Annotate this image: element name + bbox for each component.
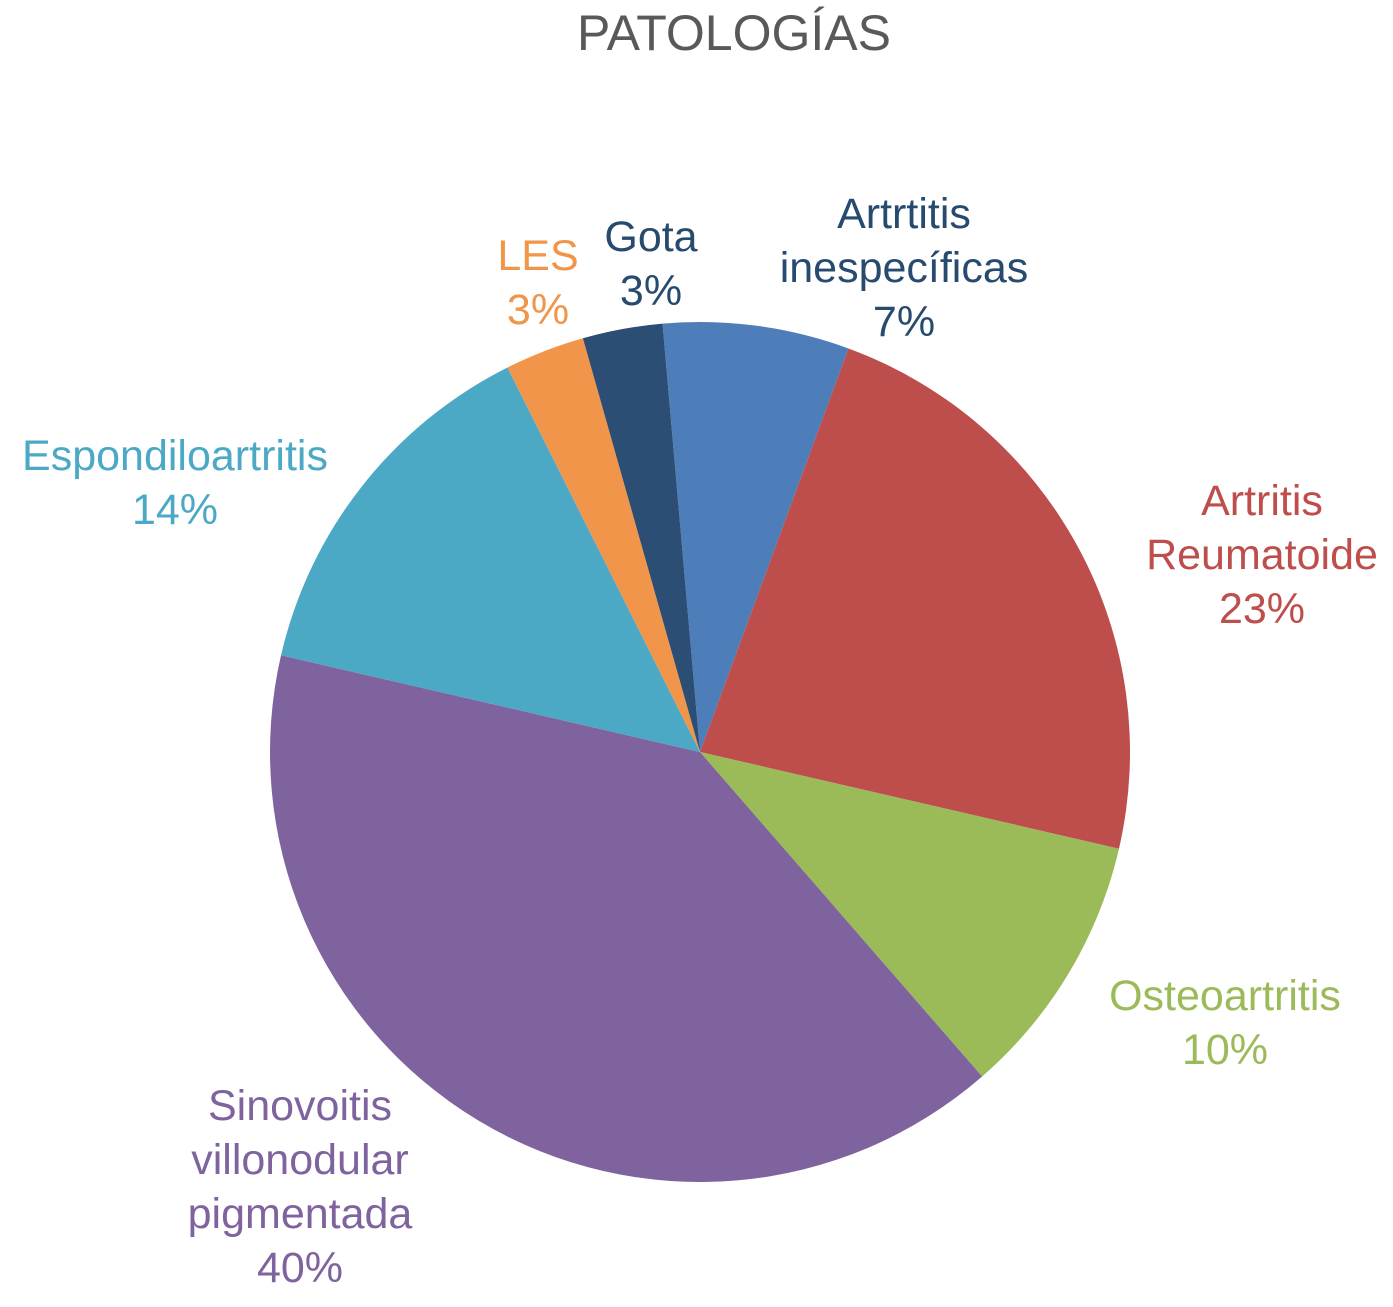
pie-slice-gota bbox=[582, 323, 700, 752]
data-label-sinovoitis-villonodular-pigmentada: Sinovoitis villonodular pigmentada 40% bbox=[188, 1082, 413, 1292]
data-label-artritis-reumatoide: Artritis Reumatoide 23% bbox=[1146, 477, 1378, 633]
data-label-artrtitis-inespecificas: Artrtitis inespecíficas 7% bbox=[780, 190, 1029, 346]
pie-slice-espondiloartritis bbox=[281, 367, 700, 752]
pie-labels: Artrtitis inespecíficas 7% Artritis Reumatoi… bbox=[22, 190, 1378, 1292]
data-label-osteoartritis: Osteoartritis 10% bbox=[1109, 972, 1341, 1074]
pie-slice-osteoartritis bbox=[700, 752, 1119, 1077]
chart-title: PATOLOGÍAS bbox=[577, 5, 891, 61]
pie-slice-artrtitis-inespecificas bbox=[662, 322, 849, 752]
data-label-espondiloartritis: Espondiloartritis 14% bbox=[22, 432, 328, 534]
pie-slice-les bbox=[507, 338, 700, 752]
pie-slices bbox=[269, 322, 1131, 1183]
data-label-gota: Gota 3% bbox=[604, 213, 697, 315]
pie-slice-sinovoitis-villonodular-pigmentada bbox=[269, 655, 983, 1183]
data-label-les: LES 3% bbox=[497, 232, 578, 334]
pie-slice-artritis-reumatoide bbox=[700, 348, 1131, 849]
